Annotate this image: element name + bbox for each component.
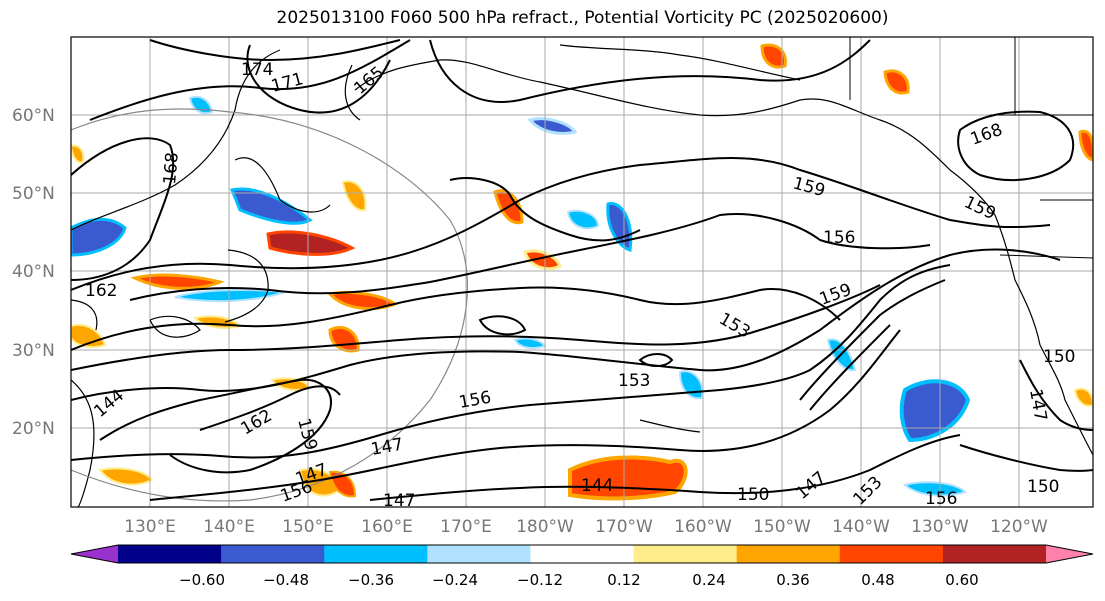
colorbar-segment bbox=[221, 545, 325, 563]
colorbar-tick-label: −0.36 bbox=[348, 571, 394, 589]
colorbar-tick-label: −0.60 bbox=[179, 571, 225, 589]
colorbar-tick-label: 0.60 bbox=[945, 571, 978, 589]
lon-label: 170°W bbox=[595, 517, 653, 537]
lon-label: 170°E bbox=[440, 517, 492, 537]
colorbar-tick-label: 0.36 bbox=[776, 571, 809, 589]
colorbar-segment bbox=[427, 545, 531, 563]
lat-label: 60°N bbox=[12, 106, 55, 126]
lon-label: 120°W bbox=[990, 517, 1048, 537]
colorbar-tick-label: −0.12 bbox=[517, 571, 563, 589]
contour-label: 156 bbox=[925, 489, 957, 509]
contour-label: 150 bbox=[737, 485, 769, 505]
contour-label: 150 bbox=[1043, 347, 1075, 367]
colorbar-ticks: −0.60 −0.48 −0.36 −0.24 −0.12 0.12 0.24 … bbox=[179, 571, 979, 589]
colorbar-tick-label: 0.12 bbox=[607, 571, 640, 589]
colorbar-segment bbox=[118, 545, 222, 563]
colorbar-segment bbox=[324, 545, 428, 563]
lat-label: 30°N bbox=[12, 341, 55, 361]
lat-label: 20°N bbox=[12, 419, 55, 439]
lon-label: 140°W bbox=[832, 517, 890, 537]
lat-label: 50°N bbox=[12, 184, 55, 204]
contour-label: 162 bbox=[85, 281, 117, 301]
latitude-labels: 60°N 50°N 40°N 30°N 20°N bbox=[12, 106, 55, 439]
colorbar-outline bbox=[70, 544, 1094, 564]
graticule bbox=[71, 37, 1093, 507]
colorbar-segment bbox=[530, 545, 635, 563]
colorbar-segment bbox=[942, 545, 1047, 563]
contour-label: 144 bbox=[581, 476, 613, 496]
colorbar-segment bbox=[736, 545, 841, 563]
lon-label: 130°W bbox=[911, 517, 969, 537]
colorbar-tick-label: −0.24 bbox=[432, 571, 478, 589]
lat-label: 40°N bbox=[12, 262, 55, 282]
lon-label: 180°W bbox=[516, 517, 574, 537]
contour-label: 147 bbox=[383, 491, 415, 511]
lon-label: 130°E bbox=[124, 517, 176, 537]
colorbar bbox=[70, 544, 1094, 564]
contour-label: 156 bbox=[823, 228, 855, 248]
political-borders bbox=[849, 37, 1093, 259]
contour-label: 174 bbox=[241, 60, 273, 80]
lon-label: 150°E bbox=[282, 517, 334, 537]
colorbar-tick-label: −0.48 bbox=[263, 571, 309, 589]
colorbar-tick-label: 0.24 bbox=[692, 571, 725, 589]
colorbar-segment bbox=[839, 545, 944, 563]
longitude-labels: 130°E 140°E 150°E 160°E 170°E 180°W 170°… bbox=[124, 517, 1048, 537]
contour-label: 168 bbox=[160, 151, 183, 185]
colorbar-extend-min bbox=[71, 545, 118, 563]
lon-label: 160°E bbox=[361, 517, 413, 537]
contour-label: 153 bbox=[618, 371, 650, 391]
lon-label: 160°W bbox=[674, 517, 732, 537]
colorbar-tick-label: 0.48 bbox=[861, 571, 894, 589]
colorbar-extend-max bbox=[1046, 545, 1093, 563]
refract-contours bbox=[71, 39, 1093, 501]
colorbar-segment bbox=[633, 545, 738, 563]
lon-label: 150°W bbox=[753, 517, 811, 537]
plot-frame bbox=[70, 36, 1094, 508]
contour-label: 150 bbox=[1027, 477, 1059, 497]
range-ring bbox=[71, 108, 469, 502]
lon-label: 140°E bbox=[203, 517, 255, 537]
coastlines bbox=[71, 44, 1093, 507]
map-title: 2025013100 F060 500 hPa refract., Potent… bbox=[276, 8, 889, 28]
